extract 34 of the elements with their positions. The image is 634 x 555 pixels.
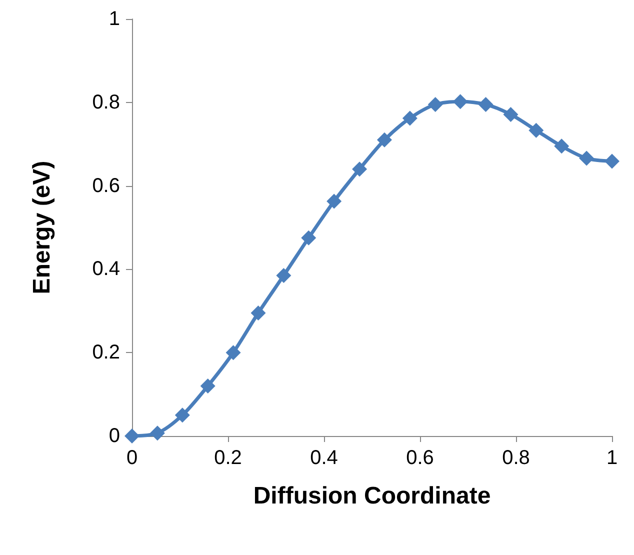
point (452, 94, 468, 110)
point (478, 96, 494, 112)
x-tick-label: 0.2 (214, 447, 242, 469)
point (528, 122, 544, 138)
point (428, 96, 443, 112)
point (326, 194, 342, 209)
x-tick-label: 0.4 (310, 447, 338, 469)
y-tick-label: 0.6 (92, 174, 120, 197)
point (376, 132, 392, 148)
point (124, 428, 140, 444)
point (200, 378, 216, 394)
point (150, 426, 165, 441)
y-tick-label: 1 (108, 8, 120, 30)
y-tick-label: 0.2 (92, 342, 120, 364)
x-tick-label: 0.6 (406, 447, 434, 469)
point (226, 345, 241, 360)
point (604, 154, 620, 169)
point (174, 408, 190, 423)
x-tick-label: 1 (606, 447, 618, 469)
point (503, 106, 518, 122)
point (250, 305, 266, 320)
point (402, 110, 418, 126)
point (301, 230, 316, 246)
point (276, 268, 292, 283)
y-axis-title: Energy (eV) (28, 160, 56, 294)
y-tick-label: 0.4 (92, 258, 120, 280)
point (579, 150, 594, 166)
point (352, 162, 368, 177)
x-tick-label: 0.8 (502, 447, 530, 469)
point (554, 138, 570, 154)
y-tick-label: 0.8 (92, 91, 120, 114)
y-tick-label: 0 (108, 425, 120, 447)
x-tick-label: 0 (126, 447, 138, 469)
x-axis-title: Diffusion Coordinate (253, 482, 491, 510)
